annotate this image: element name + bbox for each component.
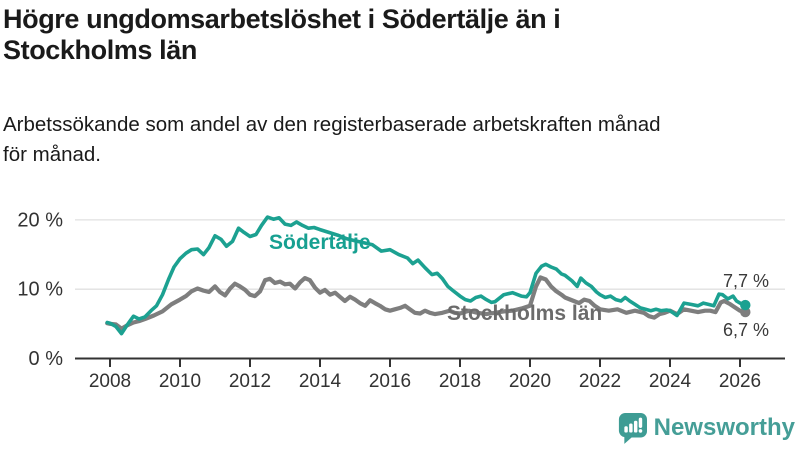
x-axis-ticks	[109, 358, 741, 367]
stockholms-lan-line	[105, 275, 748, 331]
chart-subtitle-line-2: för månad.	[3, 143, 101, 166]
svg-text:2022: 2022	[579, 371, 621, 392]
sodertalje-line	[105, 215, 748, 336]
sodertalje-end-dot	[740, 299, 751, 311]
svg-text:2018: 2018	[439, 371, 481, 392]
chart-subtitle-line-1: Arbetssökande som andel av den registerb…	[3, 113, 661, 136]
newsworthy-logo-text: Newsworthy	[653, 414, 795, 441]
y-axis-labels: 0 % 10 % 20 %	[17, 209, 63, 370]
stockholms-lan-series-label: Stockholms län	[447, 302, 602, 325]
svg-text:2014: 2014	[299, 371, 342, 392]
sodertalje-end-value: 7,7 %	[723, 271, 769, 291]
chart-title-line-2: Stockholms län	[3, 35, 197, 65]
chart-title: Högre ungdomsarbetslöshet i Södertälje ä…	[3, 4, 783, 66]
svg-text:2012: 2012	[229, 371, 271, 392]
x-axis-labels: 2008 2010 2012 2014 2016 2018 2020 2022 2024 2026	[89, 371, 761, 392]
gridlines	[75, 219, 785, 290]
svg-text:2016: 2016	[369, 371, 411, 392]
newsworthy-branding: Newsworthy	[618, 412, 795, 444]
stockholms-lan-end-value: 6,7 %	[723, 320, 769, 340]
svg-text:0 %: 0 %	[29, 348, 64, 370]
svg-text:20 %: 20 %	[17, 209, 63, 231]
svg-text:2008: 2008	[89, 371, 131, 392]
sodertalje-series-label: Södertälje	[269, 231, 371, 254]
svg-text:10 %: 10 %	[17, 279, 63, 301]
newsworthy-logo-icon	[618, 413, 647, 444]
svg-text:2010: 2010	[159, 371, 201, 392]
chart-subtitle: Arbetssökande som andel av den registerb…	[3, 110, 793, 170]
svg-text:2024: 2024	[649, 371, 692, 392]
svg-text:2020: 2020	[509, 371, 551, 392]
chart-title-line-1: Högre ungdomsarbetslöshet i Södertälje ä…	[3, 4, 561, 34]
unemployment-line-chart: 0 % 10 % 20 % 2008 2010 2012 2014 2016 2018 2020…	[17, 209, 785, 392]
svg-text:2026: 2026	[719, 371, 761, 392]
